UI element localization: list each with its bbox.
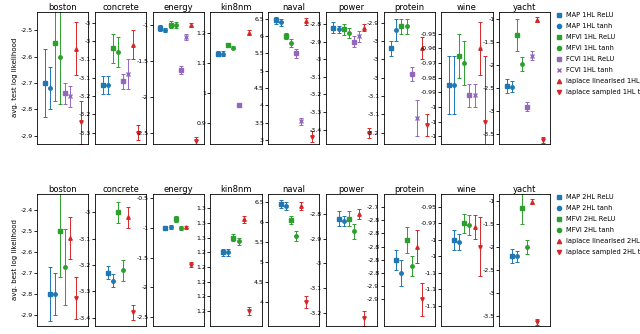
- Title: yacht: yacht: [513, 3, 536, 12]
- Title: protein: protein: [394, 185, 424, 194]
- Title: naval: naval: [282, 3, 305, 12]
- Title: concrete: concrete: [102, 185, 139, 194]
- Y-axis label: avg. test log likelihood: avg. test log likelihood: [12, 38, 18, 117]
- Title: protein: protein: [394, 3, 424, 12]
- Title: power: power: [339, 185, 365, 194]
- Title: energy: energy: [163, 185, 193, 194]
- Title: kin8nm: kin8nm: [220, 3, 252, 12]
- Legend: MAP 2HL ReLU, MAP 2HL tanh, MFVI 2HL ReLU, MFVI 2HL tanh, laplace linearised 2HL: MAP 2HL ReLU, MAP 2HL tanh, MFVI 2HL ReL…: [556, 194, 640, 256]
- Title: wine: wine: [457, 3, 477, 12]
- Title: naval: naval: [282, 185, 305, 194]
- Title: boston: boston: [49, 185, 77, 194]
- Y-axis label: avg. best log likelihood: avg. best log likelihood: [12, 219, 18, 300]
- Title: concrete: concrete: [102, 3, 139, 12]
- Title: wine: wine: [457, 185, 477, 194]
- Title: yacht: yacht: [513, 185, 536, 194]
- Title: energy: energy: [163, 3, 193, 12]
- Title: boston: boston: [49, 3, 77, 12]
- Legend: MAP 1HL ReLU, MAP 1HL tanh, MFVI 1HL ReLU, MFVI 1HL tanh, FCVI 1HL ReLU, FCVI 1H: MAP 1HL ReLU, MAP 1HL tanh, MFVI 1HL ReL…: [556, 12, 640, 96]
- Title: kin8nm: kin8nm: [220, 185, 252, 194]
- Title: power: power: [339, 3, 365, 12]
